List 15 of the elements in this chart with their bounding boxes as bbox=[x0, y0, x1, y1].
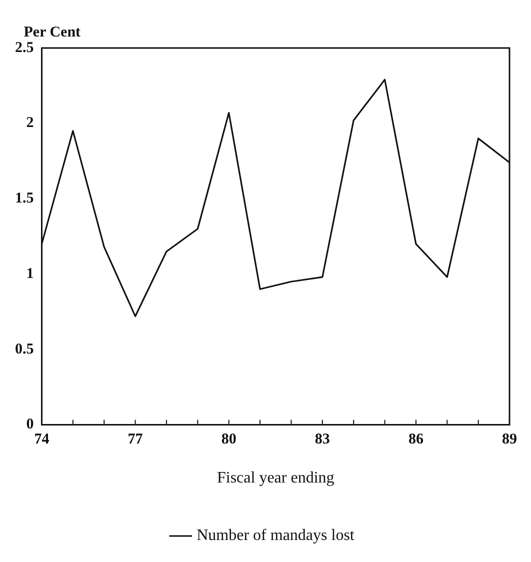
legend-label: Number of mandays lost bbox=[196, 527, 355, 544]
x-axis-title: Fiscal year ending bbox=[216, 470, 334, 487]
x-tick-label: 77 bbox=[128, 432, 144, 448]
y-tick-label: 1 bbox=[26, 266, 34, 282]
x-tick-label: 80 bbox=[221, 432, 236, 448]
x-tick-label: 83 bbox=[314, 432, 330, 448]
y-tick-label: 0.5 bbox=[15, 341, 34, 358]
x-tick-label: 89 bbox=[502, 432, 517, 448]
y-tick-label: 2.5 bbox=[15, 40, 34, 56]
y-tick-label: 1.5 bbox=[15, 190, 34, 207]
y-tick-label: 2 bbox=[26, 115, 34, 132]
y-axis-title: Per Cent bbox=[24, 24, 81, 40]
y-tick-label: 0 bbox=[26, 416, 34, 433]
x-tick-label: 74 bbox=[34, 432, 50, 448]
x-tick-label: 86 bbox=[408, 432, 424, 448]
